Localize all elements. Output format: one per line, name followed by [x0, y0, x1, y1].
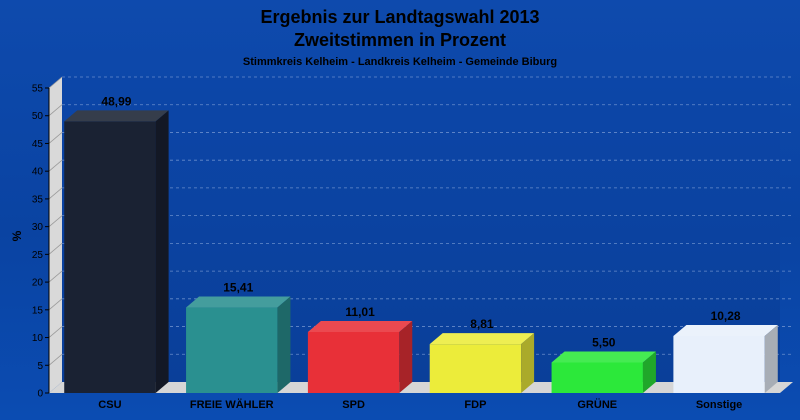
gridline-side: [48, 132, 63, 144]
gridline-side: [48, 353, 63, 366]
gridline-side: [48, 76, 63, 89]
bar: [64, 121, 156, 393]
bar-top: [429, 333, 535, 345]
y-tick-label: 50: [32, 111, 44, 122]
bar-top: [307, 320, 413, 332]
bar-value-label: 15,41: [223, 281, 253, 295]
bar-side: [155, 110, 169, 393]
x-tick-label: FREIE WÄHLER: [190, 398, 274, 411]
bar-side: [277, 296, 291, 393]
x-tick-label: CSU: [98, 399, 121, 411]
gridline-side: [48, 270, 63, 283]
x-tick-label: Sonstige: [696, 399, 742, 411]
bar-value-label: 10,28: [711, 309, 741, 323]
gridline-side: [48, 187, 63, 200]
bar-side: [642, 351, 656, 393]
bar: [186, 307, 278, 393]
x-tick-label: SPD: [342, 399, 365, 411]
bar-side: [521, 333, 535, 393]
gridline-side: [48, 215, 63, 227]
gridline-side: [48, 159, 63, 172]
bar-side: [764, 324, 778, 393]
bar-top: [673, 324, 778, 336]
gridline-side: [48, 298, 63, 311]
bar-top: [551, 351, 656, 363]
x-tick-label: GRÜNE: [577, 398, 617, 411]
y-tick-label: 10: [32, 333, 44, 344]
bar: [551, 362, 643, 393]
plot-area: 0 5 10 15 20 25 30 35 40 45 50 55 48,99 CSU 15,41 FREIE…: [32, 76, 793, 411]
chart-title: Ergebnis zur Landtagswahl 2013: [260, 7, 539, 27]
back-wall: [62, 77, 780, 382]
y-tick-label: 45: [32, 139, 44, 150]
bar: [429, 344, 522, 393]
bar-value-label: 8,81: [470, 317, 494, 331]
bar-value-label: 48,99: [101, 94, 131, 108]
bar-top: [186, 296, 291, 308]
chart-subtitle: Zweitstimmen in Prozent: [294, 30, 506, 50]
y-tick-label: 40: [32, 167, 44, 178]
y-tick-label: 30: [32, 222, 44, 233]
x-tick-label: FDP: [464, 399, 486, 411]
side-wall: [49, 77, 62, 393]
y-tick-label: 20: [32, 278, 44, 289]
y-tick-label: 25: [32, 250, 44, 261]
chart-region-label: Stimmkreis Kelheim - Landkreis Kelheim -…: [243, 56, 557, 68]
bar-top: [64, 110, 169, 122]
bar-side: [399, 320, 413, 393]
y-tick-label: 35: [32, 194, 44, 205]
gridline-side: [48, 104, 63, 117]
bar: [307, 331, 400, 393]
y-tick-label: 15: [32, 305, 44, 316]
y-axis-label: %: [10, 230, 24, 241]
y-tick-label: 0: [37, 389, 43, 400]
gridline-side: [48, 243, 63, 255]
bar-value-label: 11,01: [345, 305, 375, 319]
y-tick-label: 55: [32, 84, 44, 95]
bar-value-label: 5,50: [592, 336, 616, 350]
y-tick-label: 5: [37, 361, 43, 372]
bar: [673, 335, 765, 393]
gridline-side: [48, 326, 63, 338]
